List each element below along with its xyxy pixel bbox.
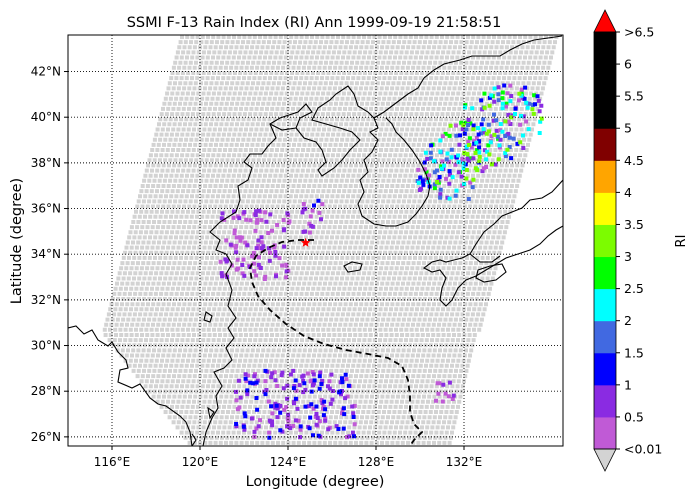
colorbar-tick-label: 1: [624, 377, 632, 392]
colorbar-frame: [593, 31, 617, 450]
colorbar-segment: [594, 224, 616, 258]
x-tick-label: 128°E: [358, 455, 395, 469]
rain-pixel-group: [434, 381, 455, 404]
colorbar-segment: [594, 160, 616, 193]
rain-pixel-group: [416, 83, 529, 188]
rain-region-korea-east-sea: [415, 83, 544, 201]
colorbar-segment: [594, 128, 616, 161]
colorbar-tick-label: 5.5: [624, 89, 644, 104]
rain-pixel-group: [234, 368, 356, 440]
y-tick-label: 38°N: [31, 156, 61, 170]
map-frame: [67, 34, 564, 447]
rain-pixels: [218, 83, 544, 440]
colorbar-tick-label: 4: [624, 185, 632, 200]
y-tick-label: 40°N: [31, 110, 61, 124]
colorbar-tick-label: 6: [624, 57, 632, 72]
colorbar-segment: [594, 288, 616, 322]
korea-coastline: [357, 117, 431, 227]
colorbar-tick-label: 2.5: [624, 281, 644, 296]
map-plot-area: [68, 35, 563, 446]
colorbar-tick-label: 5: [624, 121, 632, 136]
rain-pixel-group: [301, 202, 325, 235]
rain-pixel-group: [418, 83, 540, 189]
colorbar-segment: [594, 192, 616, 225]
typhoon-track: [249, 239, 424, 446]
japan-coastline: [422, 179, 563, 307]
rain-pixel-group: [300, 206, 323, 234]
china-coastline: [68, 35, 563, 446]
colorbar-segment: [594, 32, 616, 65]
x-axis-ticks: 116°E 120°E 124°E 128°E 132°E: [94, 446, 483, 469]
rain-pixel-group: [415, 92, 535, 201]
rain-region-east-china-sea-south: [234, 368, 357, 440]
shikoku-coast: [475, 263, 507, 283]
colorbar-segment: [594, 416, 616, 450]
x-axis-label: Longitude (degree): [246, 474, 385, 490]
swath-pixels: [102, 35, 559, 446]
y-tick-label: 30°N: [31, 339, 61, 353]
rain-region-west-korea-coast: [300, 198, 325, 235]
y-tick-label: 42°N: [31, 65, 61, 79]
colorbar-tick-label: 2: [624, 313, 632, 328]
colorbar-tick-label: <0.01: [624, 442, 662, 457]
colorbar-segment: [594, 64, 616, 97]
colorbar-segment: [594, 96, 616, 129]
colorbar-tick-label: >6.5: [624, 25, 654, 40]
colorbar-label: RI: [674, 235, 689, 248]
colorbar-segment: [594, 352, 616, 386]
chart-title: SSMI F-13 Rain Index (RI) Ann 1999-09-19…: [127, 15, 502, 31]
colorbar-segment: [594, 256, 616, 290]
y-axis-ticks: 26°N 28°N 30°N 32°N 34°N 36°N 38°N 40°N 42°N: [31, 65, 68, 444]
colorbar-tick-label: 4.5: [624, 153, 644, 168]
rain-pixel-group: [234, 368, 356, 440]
coastlines: [68, 35, 563, 446]
y-tick-label: 36°N: [31, 202, 61, 216]
rain-pixel-group: [441, 380, 456, 398]
x-tick-label: 124°E: [270, 455, 307, 469]
graticule-lines: [68, 35, 563, 446]
y-tick-label: 32°N: [31, 293, 61, 307]
island-outlines: [191, 311, 215, 446]
colorbar-segment: [594, 320, 616, 354]
jeju-island: [343, 261, 363, 273]
y-tick-label: 34°N: [31, 247, 61, 261]
colorbar-tick-label: 1.5: [624, 345, 644, 360]
colorbar-tick-label: 3.5: [624, 217, 644, 232]
x-tick-label: 132°E: [446, 455, 483, 469]
colorbar-segment: [594, 384, 616, 418]
shandong-coast: [269, 123, 297, 131]
colorbar-tick-label: 3: [624, 249, 632, 264]
colorbar-tick-label: 0.5: [624, 409, 644, 424]
y-axis-label: Latitude (degree): [9, 178, 25, 304]
colorbar-over-triangle: [593, 9, 617, 33]
x-tick-label: 116°E: [94, 455, 131, 469]
rain-pixel-group: [312, 198, 321, 208]
colorbar: <0.01 0.5 1 1.5 2 2.5 3 3.5 4 4.5 5 5.5 6 >6.5: [593, 9, 662, 472]
typhoon-position-marker: [300, 237, 311, 247]
x-tick-label: 120°E: [182, 455, 219, 469]
y-tick-label: 28°N: [31, 384, 61, 398]
rain-region-south-of-japan: [434, 380, 456, 404]
satellite-swath: [102, 35, 559, 446]
colorbar-under-triangle: [593, 448, 617, 472]
y-tick-label: 26°N: [31, 430, 61, 444]
